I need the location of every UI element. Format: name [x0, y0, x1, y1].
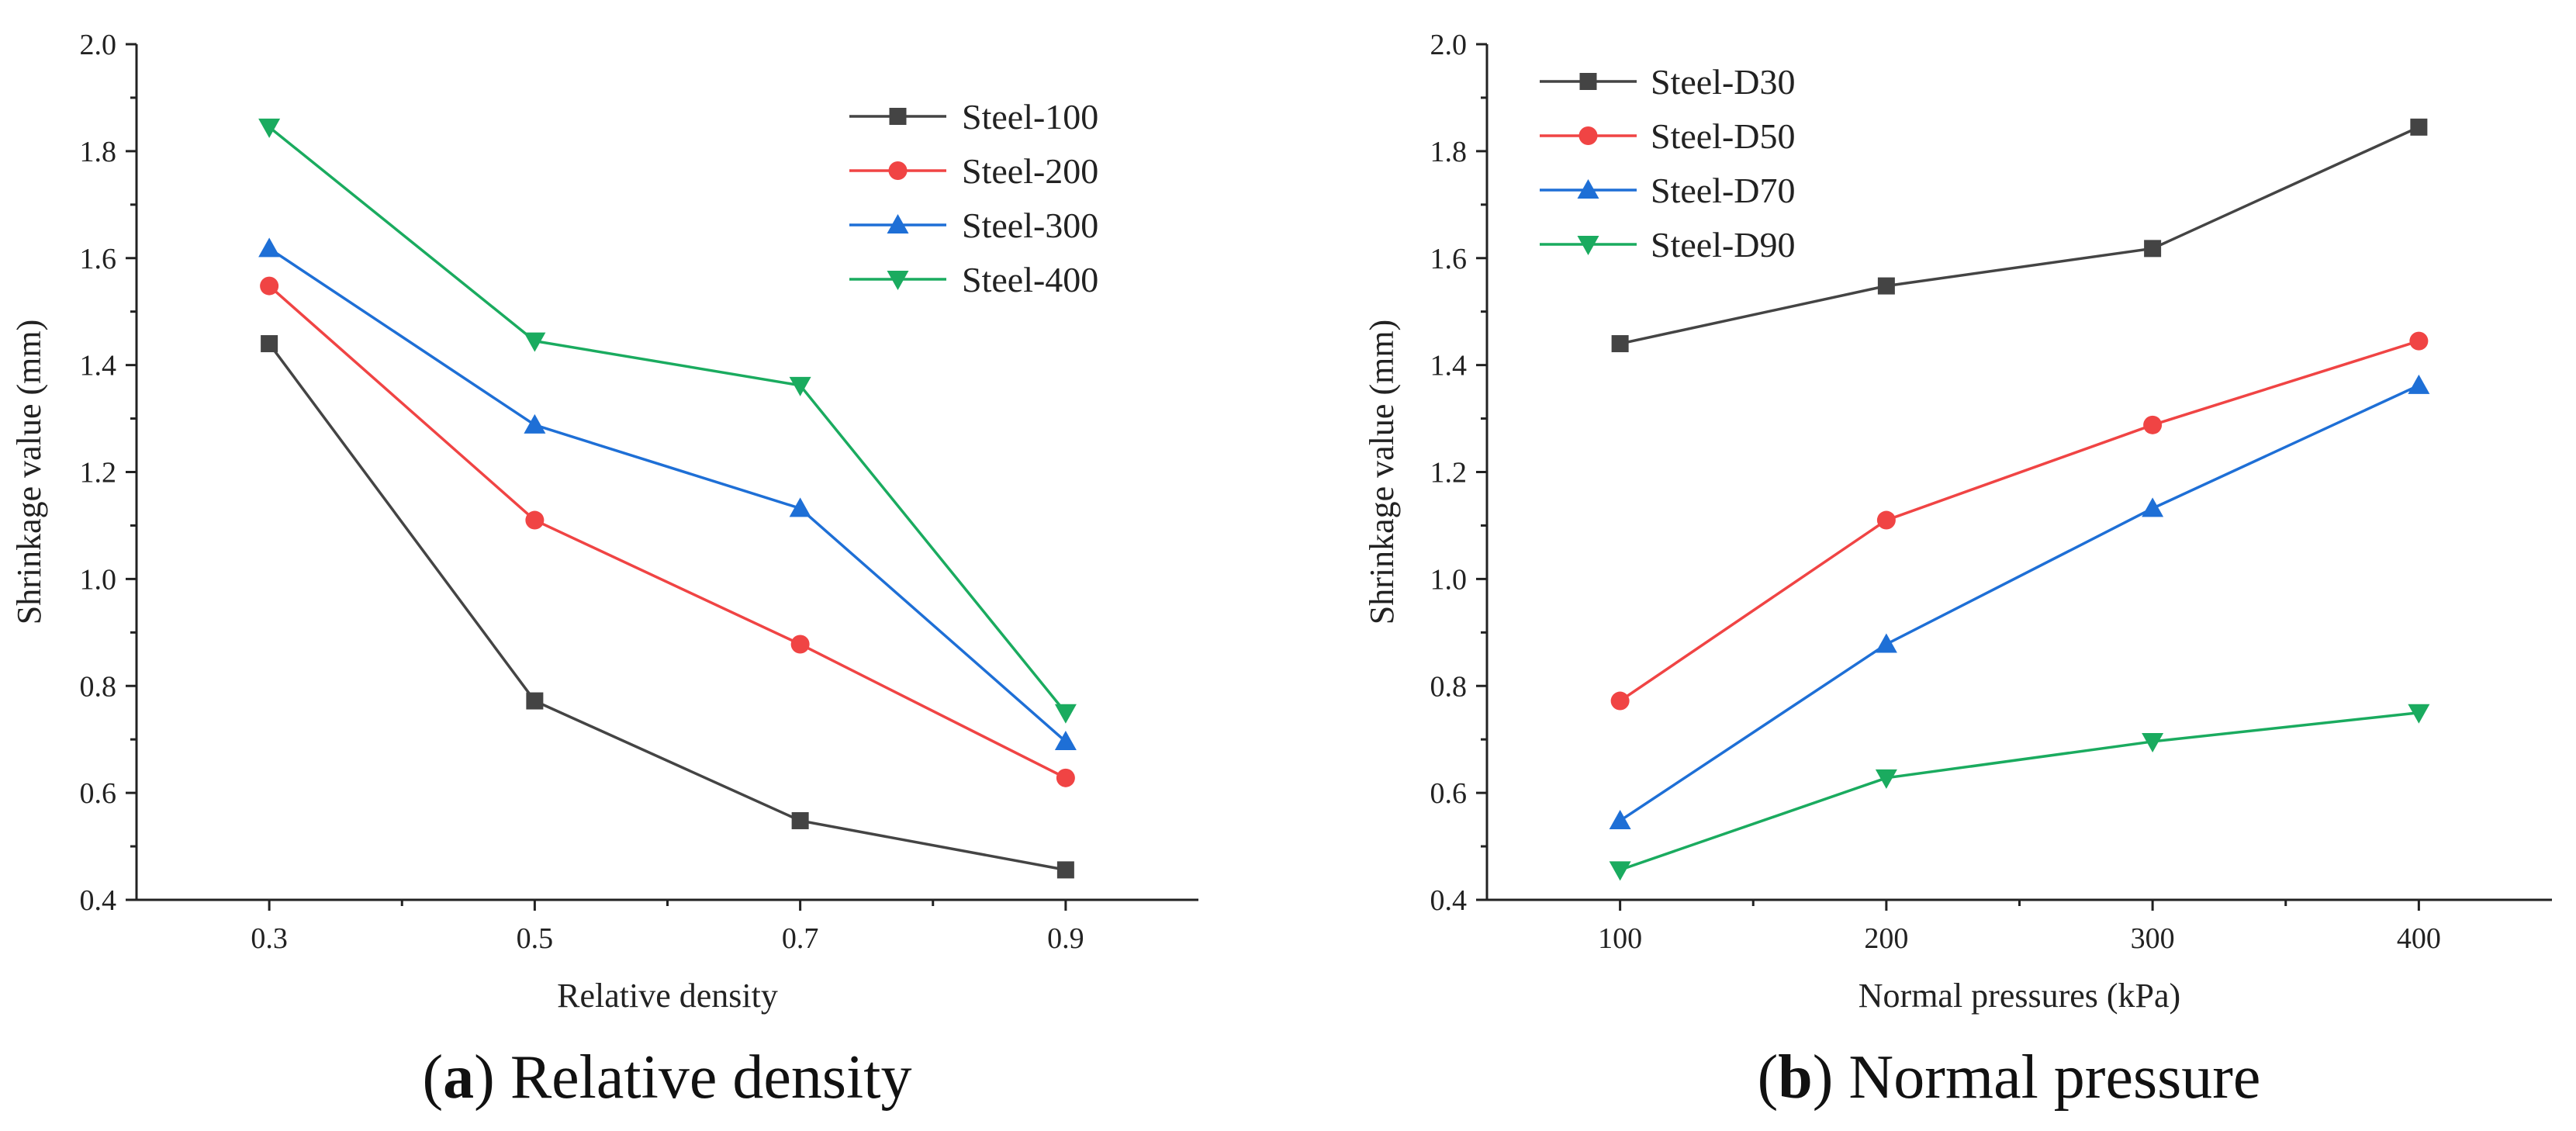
legend-label: Steel-200	[962, 151, 1098, 191]
y-tick-label: 0.4	[80, 884, 117, 917]
panel-b-normal-pressure: 0.4 0.6 0.8 1.0 1.2 1.4 1.6 1.8 2.0 100 200 300 400 N…	[1363, 29, 2552, 1112]
panel-caption: (a) Relative density	[423, 1043, 912, 1112]
data-point-Steel-300	[789, 497, 811, 517]
y-tick-label: 1.4	[1430, 350, 1468, 382]
series-line-Steel-D30	[1620, 126, 2420, 345]
legend-marker	[1578, 126, 1598, 145]
data-point-Steel-D90	[2408, 704, 2430, 724]
data-point-Steel-400	[258, 118, 281, 138]
data-point-Steel-100	[526, 692, 544, 710]
y-tick-label: 1.0	[1430, 563, 1468, 596]
legend-label: Steel-300	[962, 206, 1098, 245]
y-tick-label: 0.4	[1430, 884, 1468, 917]
data-point-Steel-400	[524, 332, 546, 352]
legend-marker	[887, 214, 909, 233]
data-point-Steel-400	[1054, 704, 1077, 724]
data-point-Steel-D50	[1876, 510, 1896, 530]
data-point-Steel-100	[791, 811, 809, 829]
data-point-Steel-300	[524, 413, 546, 434]
data-point-Steel-D70	[1609, 809, 1631, 829]
legend-label: Steel-400	[962, 260, 1098, 299]
x-tick-label: 0.7	[782, 922, 819, 955]
y-tick-label: 1.2	[1430, 457, 1468, 489]
data-point-Steel-300	[1054, 730, 1077, 750]
data-point-Steel-D50	[1610, 691, 1630, 711]
x-tick-label: 300	[2131, 922, 2175, 955]
data-point-Steel-400	[789, 376, 811, 396]
legend-label: Steel-D70	[1651, 171, 1796, 210]
x-axis-title: Normal pressures (kPa)	[1859, 977, 2180, 1015]
y-tick-label: 1.8	[80, 136, 117, 168]
data-point-Steel-D50	[2143, 415, 2163, 434]
panel-caption: (b) Normal pressure	[1758, 1043, 2261, 1112]
y-tick-label: 0.6	[1430, 777, 1468, 810]
legend-marker	[888, 161, 908, 180]
y-tick-label: 0.8	[1430, 670, 1468, 703]
y-axis-title: Shrinkage value (mm)	[1363, 320, 1401, 624]
y-tick-label: 1.0	[80, 563, 117, 596]
data-point-Steel-D70	[2408, 374, 2430, 394]
y-tick-label: 2.0	[1430, 29, 1468, 61]
x-tick-label: 200	[1864, 922, 1908, 955]
legend-marker	[1579, 73, 1597, 90]
data-point-Steel-200	[790, 635, 810, 654]
x-tick-label: 0.3	[251, 922, 288, 955]
data-point-Steel-D30	[2410, 118, 2428, 136]
series-line-Steel-D50	[1619, 339, 2419, 703]
x-axis-title: Relative density	[557, 977, 778, 1015]
y-tick-label: 0.8	[80, 670, 117, 703]
series-line-Steel-D70	[1619, 384, 2420, 822]
y-axis-title: Shrinkage value (mm)	[10, 320, 48, 624]
data-point-Steel-100	[261, 335, 278, 353]
legend: Steel-100 Steel-200 Steel-300 Steel-400	[849, 97, 1098, 299]
caption-text: Normal pressure	[1848, 1043, 2260, 1112]
series-line-Steel-400	[268, 126, 1067, 714]
data-point-Steel-D90	[2142, 732, 2164, 752]
data-point-Steel-200	[1056, 768, 1075, 787]
x-tick-label: 0.9	[1047, 922, 1084, 955]
caption-letter: b	[1778, 1043, 1813, 1112]
series-line-Steel-300	[268, 247, 1067, 743]
data-point-Steel-300	[258, 237, 281, 258]
data-point-Steel-200	[260, 276, 279, 296]
data-point-Steel-D50	[2409, 331, 2429, 351]
legend-label: Steel-100	[962, 97, 1098, 137]
data-point-Steel-D30	[1877, 277, 1895, 295]
data-point-Steel-D90	[1609, 861, 1631, 881]
caption-text: Relative density	[510, 1043, 912, 1112]
legend: Steel-D30 Steel-D50 Steel-D70 Steel-D90	[1540, 62, 1796, 265]
legend-marker	[887, 271, 909, 290]
data-point-Steel-D30	[1611, 335, 1629, 353]
y-tick-label: 1.2	[80, 457, 117, 489]
y-tick-label: 2.0	[80, 29, 117, 61]
caption-letter: a	[443, 1043, 474, 1112]
data-point-Steel-D30	[2144, 240, 2162, 258]
y-tick-label: 1.6	[1430, 243, 1468, 275]
series-line-Steel-200	[268, 285, 1067, 780]
series-line-Steel-D90	[1620, 711, 2419, 872]
data-point-Steel-D70	[2142, 497, 2164, 517]
legend-marker	[1577, 179, 1599, 199]
x-tick-label: 0.5	[517, 922, 554, 955]
legend-label: Steel-D90	[1651, 225, 1796, 265]
legend-label: Steel-D30	[1651, 62, 1796, 102]
x-tick-label: 100	[1598, 922, 1642, 955]
x-tick-label: 400	[2397, 922, 2441, 955]
legend-marker	[889, 108, 907, 125]
y-tick-label: 1.6	[80, 243, 117, 275]
series-line-Steel-100	[268, 343, 1067, 872]
y-tick-label: 0.6	[80, 777, 117, 810]
panel-a-relative-density: 0.4 0.6 0.8 1.0 1.2 1.4 1.6 1.8 2.0 0.3 0.5 0.7 0.9 R…	[10, 29, 1198, 1112]
data-point-Steel-100	[1056, 861, 1074, 879]
legend-marker	[1577, 236, 1599, 255]
data-point-Steel-D90	[1875, 769, 1897, 789]
y-tick-label: 1.8	[1430, 136, 1468, 168]
y-tick-label: 1.4	[80, 350, 117, 382]
data-point-Steel-200	[525, 510, 545, 530]
data-point-Steel-D70	[1875, 633, 1897, 653]
legend-label: Steel-D50	[1651, 116, 1796, 156]
